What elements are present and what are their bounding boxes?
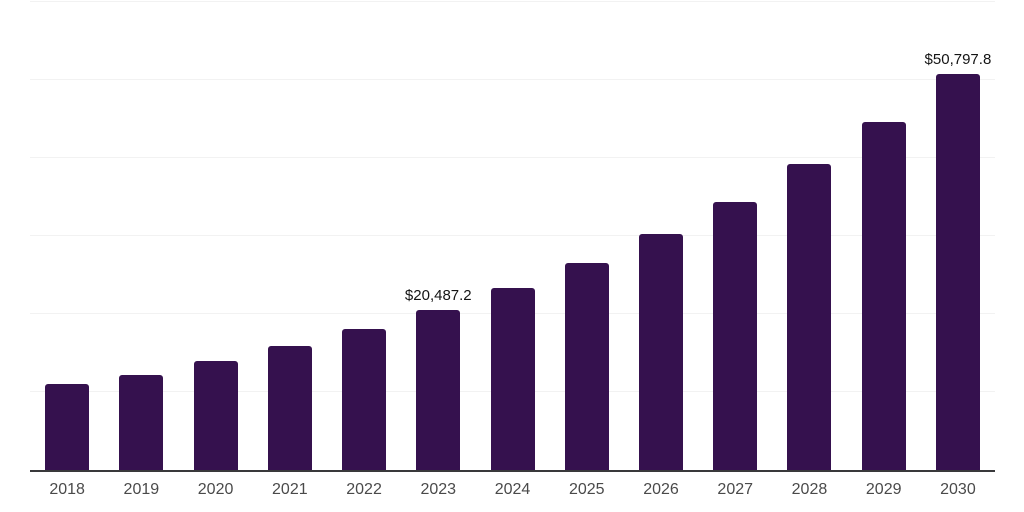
bar-2019 [119,374,164,470]
bar-2027 [713,201,758,470]
bar-column-2026 [624,2,698,470]
gridline-50000 [30,79,995,80]
bar-column-2020 [178,2,252,470]
bar-2021 [267,345,312,470]
x-tick-2022: 2022 [346,481,382,498]
value-label-2030: $50,797.8 [924,50,992,68]
bar-2030 [935,73,980,470]
bar-2018 [45,383,90,470]
bar-column-2030: $50,797.8 [921,2,995,470]
gridline-30000 [30,235,995,236]
bar-2025 [564,262,609,470]
x-tick-2027: 2027 [717,481,754,498]
bar-2020 [193,360,238,470]
bar-column-2019 [104,2,178,470]
bars-row: $20,487.2 $50,797.8 [30,2,995,470]
x-tick-2023: 2023 [420,481,457,498]
bar-2028 [787,164,832,470]
bar-column-2029 [847,2,921,470]
x-tick-2028: 2028 [791,481,828,498]
plot-area: $20,487.2 $50,797.8 [30,1,995,472]
gridline-60000 [30,1,995,2]
x-tick-2024: 2024 [494,481,531,498]
x-tick-2029: 2029 [865,481,902,498]
bar-column-2022 [327,2,401,470]
x-tick-2025: 2025 [568,481,605,498]
x-tick-2030: 2030 [940,481,976,498]
bar-2023 [416,310,461,470]
x-tick-2018: 2018 [49,481,85,498]
bar-column-2021 [253,2,327,470]
x-tick-2021: 2021 [272,481,308,498]
x-tick-2026: 2026 [643,481,679,498]
bar-column-2025 [550,2,624,470]
value-label-2023: $20,487.2 [404,287,472,305]
bar-2022 [342,328,387,470]
x-tick-2020: 2020 [197,481,234,498]
bar-2029 [861,122,906,470]
bar-column-2024 [475,2,549,470]
x-tick-2019: 2019 [123,481,160,498]
bar-column-2018 [30,2,104,470]
bar-column-2023: $20,487.2 [401,2,475,470]
gridline-40000 [30,157,995,158]
x-axis-labels: 2018 2019 2020 2021 2022 2023 2024 2025 2026 2027… [30,481,995,499]
bar-column-2027 [698,2,772,470]
bar-2024 [490,288,535,470]
bar-column-2028 [772,2,846,470]
bar-2026 [638,234,683,470]
